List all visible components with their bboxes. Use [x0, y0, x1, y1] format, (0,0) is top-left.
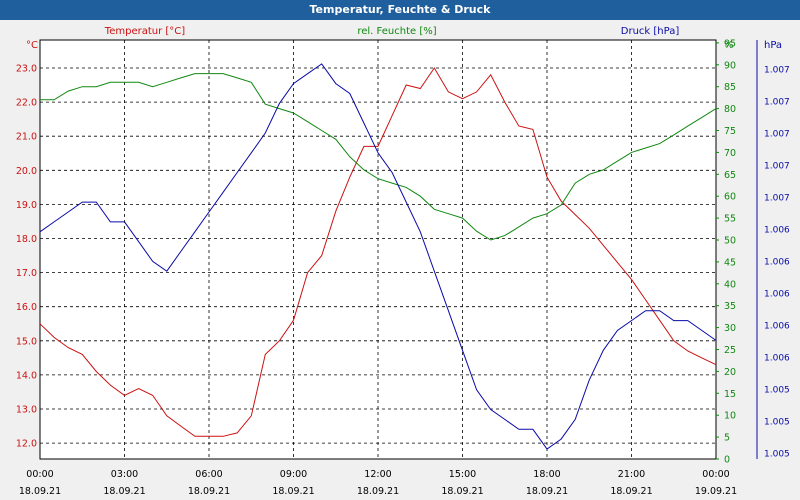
- pressure-tick-label: 1.006: [764, 258, 790, 268]
- humidity-tick-label: 50: [724, 236, 736, 247]
- temperature-tick-label: 20.0: [16, 166, 37, 177]
- humidity-axis-label: rel. Feuchte [%]: [357, 26, 436, 37]
- x-tick-time: 12:00: [364, 469, 391, 480]
- humidity-tick-label: 85: [724, 82, 736, 93]
- temperature-tick-label: 15.0: [16, 336, 37, 347]
- humidity-tick-label: 30: [724, 323, 736, 334]
- x-tick-time: 03:00: [111, 469, 138, 480]
- temperature-ticks: 12.0 13.0 14.0 15.0 16.0 17.0 18.0 19.0 20.0 21.0…: [16, 64, 37, 450]
- temperature-axis-label: Temperatur [°C]: [104, 26, 185, 37]
- temperature-tick-label: 16.0: [16, 302, 37, 313]
- pressure-tick-label: 1.006: [764, 226, 790, 236]
- x-tick-time: 00:00: [702, 469, 729, 480]
- temperature-tick-label: 12.0: [16, 439, 37, 450]
- window-title: Temperatur, Feuchte & Druck: [0, 0, 800, 20]
- series-group: [39, 63, 717, 450]
- humidity-tick-label: 5: [724, 433, 730, 444]
- pressure-tick-label: 1.006: [764, 322, 790, 332]
- pressure-tick-label: 1.007: [764, 66, 790, 76]
- humidity-tick-label: 55: [724, 214, 736, 225]
- x-tick-date: 18.09.21: [610, 486, 652, 497]
- grid: [40, 40, 716, 459]
- temperature-tick-label: 22.0: [16, 98, 37, 109]
- humidity-tick-label: 10: [724, 411, 736, 422]
- humidity-tick-label: 75: [724, 126, 736, 137]
- x-tick-date: 18.09.21: [526, 486, 568, 497]
- pressure-tick-label: 1.007: [764, 194, 790, 204]
- humidity-tick-label: 70: [724, 148, 736, 159]
- x-tick-time: 09:00: [280, 469, 307, 480]
- temperature-tick-label: 17.0: [16, 268, 37, 279]
- x-tick-time: 00:00: [26, 469, 53, 480]
- x-tick-date: 18.09.21: [103, 486, 145, 497]
- x-tick-date: 19.09.21: [695, 486, 737, 497]
- humidity-tick-label: 35: [724, 301, 736, 312]
- humidity-tick-label: 15: [724, 389, 736, 400]
- humidity-tick-label: 25: [724, 345, 736, 356]
- pressure-unit: hPa: [764, 40, 782, 51]
- pressure-tick-label: 1.007: [764, 130, 790, 140]
- humidity-tick-label: 95: [724, 38, 736, 49]
- x-tick-date: 18.09.21: [441, 486, 483, 497]
- x-tick-time: 21:00: [618, 469, 645, 480]
- temperature-tick-label: 13.0: [16, 405, 37, 416]
- x-tick-time: 15:00: [449, 469, 476, 480]
- pressure-tick-label: 1.006: [764, 354, 790, 364]
- humidity-tick-label: 45: [724, 257, 736, 268]
- x-tick-date: 18.09.21: [272, 486, 314, 497]
- x-tick-date: 18.09.21: [357, 486, 399, 497]
- chart: 12.0 13.0 14.0 15.0 16.0 17.0 18.0 19.0 20.0 21.0…: [16, 26, 790, 497]
- humidity-tick-label: 90: [724, 60, 736, 71]
- pressure-tick-label: 1.007: [764, 98, 790, 108]
- humidity-tick-label: 20: [724, 367, 736, 378]
- pressure-tick-label: 1.005: [764, 450, 790, 460]
- x-ticks: 00:00 18.09.21 03:00 18.09.21 06:00 18.09.21 0…: [19, 469, 737, 497]
- pressure-series-line: [39, 63, 717, 450]
- humidity-series-line: [40, 73, 717, 241]
- x-tick-time: 06:00: [195, 469, 222, 480]
- humidity-tick-label: 0: [724, 455, 730, 466]
- pressure-ticks: 1.005 1.005 1.005 1.006 1.006 1.006 1.006 1.006…: [756, 40, 790, 460]
- temperature-tick-label: 19.0: [16, 200, 37, 211]
- humidity-ticks: 0 5 10 15 20 25 30 35 40 45 50 55 60 65 70 75 80 85 90 95: [716, 38, 736, 466]
- humidity-unit: %: [724, 40, 734, 51]
- pressure-tick-label: 1.005: [764, 386, 790, 396]
- humidity-tick-label: 65: [724, 170, 736, 181]
- temperature-tick-label: 23.0: [16, 64, 37, 75]
- temperature-tick-label: 21.0: [16, 132, 37, 143]
- humidity-tick-label: 40: [724, 279, 736, 290]
- humidity-tick-label: 80: [724, 104, 736, 115]
- temperature-series-line: [39, 67, 717, 437]
- pressure-axis-label: Druck [hPa]: [621, 26, 680, 37]
- temperature-tick-label: 14.0: [16, 370, 37, 381]
- pressure-tick-label: 1.005: [764, 418, 790, 428]
- temperature-tick-label: 18.0: [16, 234, 37, 245]
- temperature-unit: °C: [26, 40, 38, 51]
- x-tick-date: 18.09.21: [19, 486, 61, 497]
- x-tick-date: 18.09.21: [188, 486, 230, 497]
- pressure-tick-label: 1.007: [764, 162, 790, 172]
- pressure-tick-label: 1.006: [764, 290, 790, 300]
- x-tick-time: 18:00: [533, 469, 560, 480]
- humidity-tick-label: 60: [724, 192, 736, 203]
